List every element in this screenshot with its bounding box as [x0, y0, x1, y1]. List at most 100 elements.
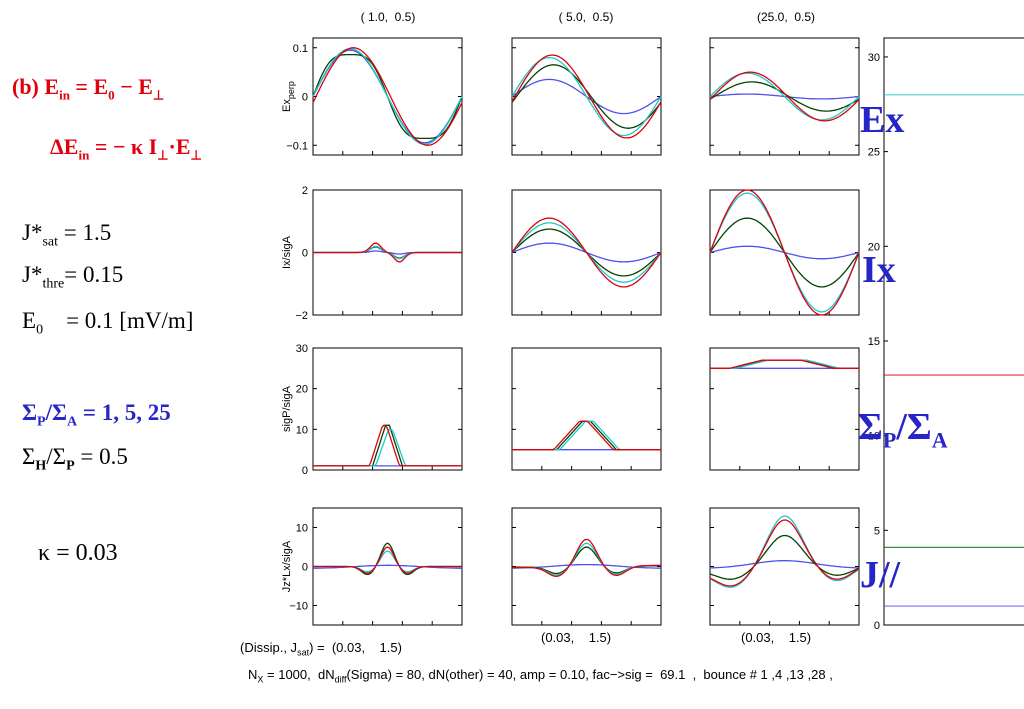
- series-cyan-r4c3: [709, 515, 860, 588]
- ytick-label-r2-0: 2: [302, 185, 308, 197]
- panel-label: (b): [12, 74, 39, 99]
- sigma-h-s1: Σ: [22, 444, 36, 469]
- label-sigma-p: P: [882, 427, 897, 453]
- param-jthre: J*thre= 0.15: [22, 262, 123, 293]
- series-cyan-r1c2: [511, 56, 662, 137]
- ylabel-row-2: Ix/sigA: [281, 235, 293, 269]
- label-sigma-ratio: ΣP/ΣA: [858, 405, 948, 454]
- param-jthre-base: J*: [22, 262, 43, 287]
- equation-delta-ein: ΔEin = − κ I⊥·E⊥: [50, 134, 202, 163]
- ytick-label-r4-0: 10: [296, 523, 308, 535]
- series-cyan-r1c1: [312, 48, 463, 145]
- panel-frame-r3c3: [709, 347, 860, 471]
- ytick-label-r1-2: −0.1: [286, 140, 308, 152]
- param-jsat-value: = 1.5: [58, 220, 112, 245]
- ytick-label-r1-1: 0: [302, 92, 308, 104]
- column-title-2: ( 5.0, 0.5): [559, 10, 614, 24]
- eq1-eq: =: [75, 74, 88, 99]
- sigma-ratio-values: ΣP/ΣA = 1, 5, 25: [22, 400, 171, 431]
- sigma-h-value: ΣH/ΣP = 0.5: [22, 444, 128, 475]
- right-ytick-label-4: 10: [868, 431, 880, 443]
- eq2-rest: = − κ I: [94, 134, 158, 159]
- series-red-r2c1: [313, 242, 462, 263]
- param-jsat-sub: sat: [42, 234, 59, 250]
- sigma-ratio-rest: = 1, 5, 25: [77, 400, 171, 425]
- bottom-label-col1: (Dissip., Jsat) = (0.03, 1.5): [240, 640, 402, 658]
- param-e0: E0 = 0.1 [mV/m]: [22, 308, 193, 339]
- eq1-eperp: E: [138, 74, 153, 99]
- right-panel-frame: [883, 37, 1024, 626]
- footer-nsub: X: [257, 674, 264, 685]
- param-jthre-value: = 0.15: [64, 262, 124, 287]
- series-cyan-r4c2: [511, 542, 662, 576]
- ylabel-row-3: sigP/sigA: [281, 385, 293, 432]
- column-title-1: ( 1.0, 0.5): [361, 10, 416, 24]
- right-ytick-label-6: 0: [874, 620, 880, 632]
- eq1-e0: E: [93, 74, 109, 99]
- bottom-label-col3: (0.03, 1.5): [741, 630, 812, 645]
- eq1-sub-perp: ⊥: [152, 87, 165, 103]
- param-e0-sub: 0: [36, 322, 44, 338]
- series-green-r4c3: [709, 534, 860, 580]
- sigma-h-slash: /Σ: [46, 444, 67, 469]
- series-red-r4c2: [511, 538, 662, 577]
- eq1-e: E: [44, 74, 60, 99]
- ytick-label-r3-3: 0: [302, 465, 308, 477]
- label-sigma-s: Σ: [858, 406, 883, 448]
- series-red-r2c2: [511, 217, 662, 288]
- eq1-sub-in: in: [59, 87, 70, 103]
- eq2-sub-in: in: [78, 147, 90, 163]
- series-red-r1c1: [312, 47, 463, 146]
- series-cyan-r4c1: [313, 550, 462, 573]
- sigma-ratio-p: P: [37, 414, 46, 430]
- ytick-label-r1-0: 0.1: [293, 43, 308, 55]
- sigma-ratio-slash: /Σ: [45, 400, 68, 425]
- eq2-dot: ·E: [168, 134, 191, 159]
- bottom-label-col1-prefix: (Dissip., J: [240, 640, 298, 655]
- right-ytick-label-5: 5: [874, 525, 880, 537]
- param-jthre-sub: thre: [42, 276, 65, 292]
- bottom-label-col1-suffix: ) = (0.03, 1.5): [309, 640, 402, 655]
- sigma-ratio-s1: Σ: [22, 400, 38, 425]
- eq2-delta: ΔE: [50, 134, 79, 159]
- right-ytick-label-1: 25: [868, 147, 880, 159]
- eq1-minus: −: [120, 74, 133, 99]
- ytick-label-r3-2: 10: [296, 424, 308, 436]
- footer-dsub: diff: [334, 674, 347, 685]
- right-ytick-label-0: 30: [868, 52, 880, 64]
- param-jsat-base: J*: [22, 220, 43, 245]
- footer-n: N: [248, 667, 258, 682]
- param-e0-base: E: [22, 308, 37, 333]
- series-red-r1c2: [511, 54, 662, 139]
- sigma-h-h: H: [35, 458, 47, 474]
- ylabel-row-4: Jz*Lx/sigA: [281, 540, 293, 592]
- param-jsat: J*sat = 1.5: [22, 220, 111, 251]
- ytick-label-r4-2: −10: [289, 601, 308, 613]
- ytick-label-r4-1: 0: [302, 562, 308, 574]
- ytick-label-r2-2: −2: [295, 310, 308, 322]
- footer-t1: = 1000, dN: [263, 667, 335, 682]
- label-sigma-a: A: [931, 427, 948, 453]
- bottom-label-col1-sub: sat: [297, 647, 310, 658]
- ytick-label-r3-1: 20: [296, 384, 308, 396]
- label-ix: Ix: [862, 249, 896, 291]
- eq1-sub-0: 0: [108, 87, 115, 103]
- series-green-r4c2: [512, 546, 661, 575]
- series-blue-r4c1: [312, 564, 463, 569]
- eq2-sub-perp2: ⊥: [190, 147, 202, 163]
- series-red-r3c1: [313, 424, 462, 467]
- series-red-r4c1: [313, 546, 462, 574]
- right-ytick-label-2: 20: [868, 241, 880, 253]
- ylabel-sub-row-1: perp: [286, 81, 296, 99]
- footer-t2: (Sigma) = 80, dN(other) = 40, amp = 0.10…: [346, 667, 833, 682]
- label-jpar: J//: [860, 554, 901, 596]
- bottom-label-col2: (0.03, 1.5): [541, 630, 612, 645]
- label-ex: Ex: [860, 99, 905, 141]
- equation-ein: (b) Ein = E0 − E⊥: [12, 74, 164, 103]
- series-red-r1c3: [709, 71, 860, 122]
- series-cyan-r1c3: [709, 72, 860, 121]
- series-green-r3c2: [512, 420, 661, 451]
- series-red-r3c3: [710, 359, 859, 369]
- right-ytick-label-3: 15: [868, 336, 880, 348]
